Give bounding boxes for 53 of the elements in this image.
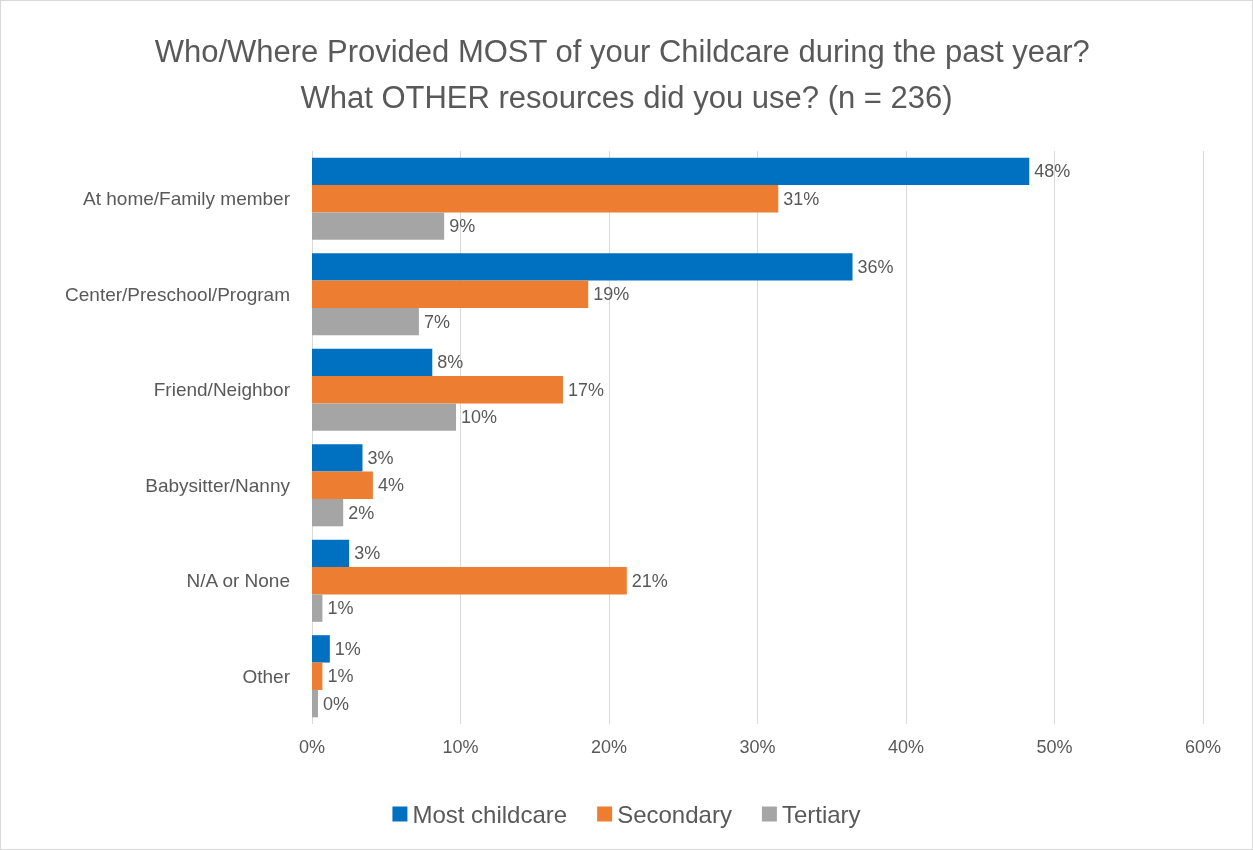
bar — [312, 403, 457, 431]
bar — [312, 280, 589, 308]
data-label: 0% — [322, 693, 349, 714]
data-label: 1% — [334, 638, 361, 659]
bar — [312, 157, 1030, 186]
data-label: 48% — [1034, 161, 1071, 182]
bar — [312, 376, 563, 404]
legend-label: Secondary — [617, 800, 732, 828]
y-tick-label: At home/Family member — [83, 188, 291, 210]
x-tick-label: 20% — [590, 737, 628, 757]
bar — [312, 444, 363, 472]
data-label: 9% — [449, 216, 476, 237]
bar — [312, 307, 419, 336]
bar — [312, 253, 853, 281]
data-label: 10% — [461, 407, 498, 428]
data-label: 1% — [327, 666, 354, 687]
data-label: 8% — [437, 352, 464, 373]
data-label: 31% — [783, 188, 820, 209]
bar — [312, 567, 627, 595]
bar — [312, 348, 433, 377]
data-label: 17% — [567, 379, 604, 400]
data-label: 1% — [327, 598, 354, 619]
x-tick-label: 10% — [442, 737, 479, 757]
x-tick-label: 40% — [887, 737, 925, 757]
legend-label: Tertiary — [781, 800, 861, 828]
data-label: 4% — [377, 475, 404, 496]
bar — [312, 212, 445, 240]
data-label: 21% — [631, 570, 668, 591]
x-tick-label: 0% — [298, 737, 326, 757]
bar — [312, 594, 323, 622]
bar — [312, 539, 350, 568]
chart-title: Who/Where Provided MOST of your Childcare during the past year? What OTHER resources did you use? (n = 236) — [154, 33, 1099, 115]
x-tick-label: 30% — [739, 737, 776, 757]
data-label: 19% — [593, 284, 630, 305]
bar — [312, 498, 344, 527]
data-label: 3% — [354, 543, 381, 564]
x-tick-label: 60% — [1184, 737, 1222, 757]
data-label: 3% — [367, 447, 394, 468]
bar — [312, 689, 318, 718]
bar — [312, 471, 373, 499]
y-tick-label: Other — [242, 665, 291, 687]
x-tick-label: 50% — [1036, 737, 1073, 757]
bar — [312, 635, 330, 663]
bar — [312, 185, 779, 213]
bar — [312, 662, 323, 690]
data-label: 36% — [857, 256, 894, 277]
y-tick-label: Center/Preschool/Program — [65, 283, 290, 305]
legend-label: Most childcare — [412, 800, 568, 828]
y-tick-label: N/A or None — [186, 570, 290, 592]
y-tick-label: Friend/Neighbor — [153, 379, 291, 401]
y-tick-label: Babysitter/Nanny — [145, 474, 291, 496]
data-label: 2% — [348, 502, 375, 523]
data-label: 7% — [423, 311, 450, 332]
